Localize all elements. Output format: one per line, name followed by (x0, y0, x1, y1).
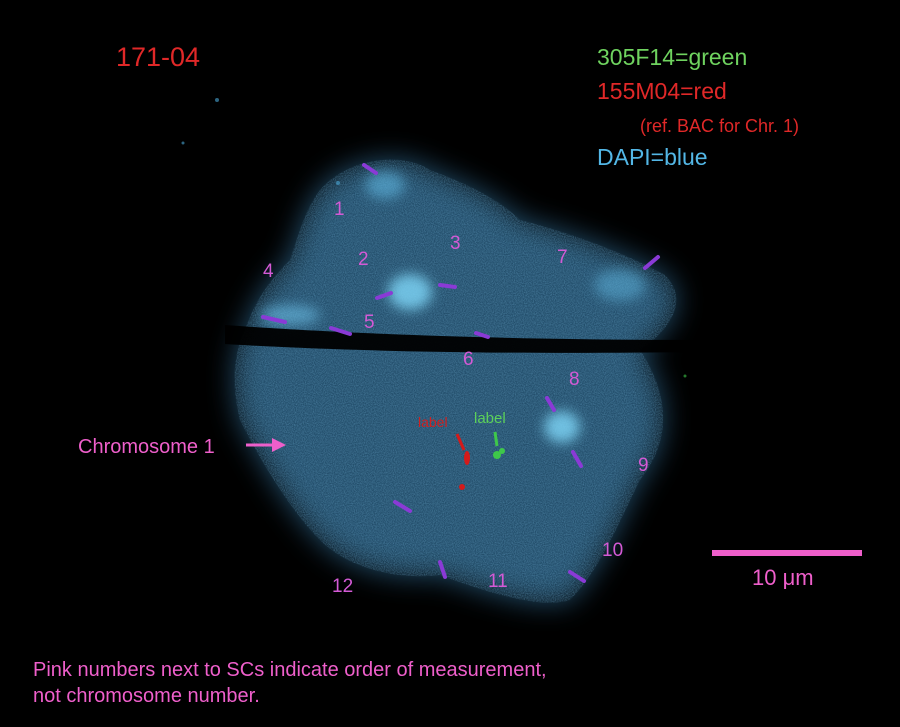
sc-number: 6 (463, 349, 474, 370)
green-signal-label: label (474, 410, 506, 427)
sc-number: 1 (334, 199, 345, 220)
red-signal-label: label (418, 414, 448, 430)
chromosome-label: Chromosome 1 (78, 436, 215, 458)
legend-blue: DAPI=blue (597, 144, 708, 170)
sc-number: 10 (602, 540, 624, 561)
sc-number: 2 (358, 249, 369, 270)
legend-red: 155M04=red (597, 78, 727, 104)
caption-note: Pink numbers next to SCs indicate order … (33, 657, 547, 709)
scale-bar-label: 10 μm (752, 565, 814, 590)
chromosome-arrow (246, 438, 286, 452)
stray-specks (181, 98, 687, 378)
caption-line-2: not chromosome number. (33, 685, 260, 707)
scale-bar (712, 550, 862, 556)
sc-number: 11 (488, 571, 508, 592)
specimen-title: 171-04 (116, 42, 201, 72)
sc-markers (261, 163, 660, 583)
legend-green: 305F14=green (597, 44, 748, 70)
sc-number: 4 (263, 261, 274, 282)
sc-number: 9 (638, 455, 649, 476)
sc-number: 8 (569, 369, 580, 390)
sc-number: 3 (450, 233, 461, 254)
caption-line-1: Pink numbers next to SCs indicate order … (33, 659, 547, 681)
legend-red-note: (ref. BAC for Chr. 1) (640, 116, 800, 136)
red-fish-signal (455, 433, 470, 490)
sc-number: 12 (332, 576, 354, 597)
green-fish-signal (493, 431, 505, 459)
dark-band (225, 325, 700, 353)
sc-number: 7 (557, 247, 568, 268)
sc-number: 5 (364, 312, 375, 333)
